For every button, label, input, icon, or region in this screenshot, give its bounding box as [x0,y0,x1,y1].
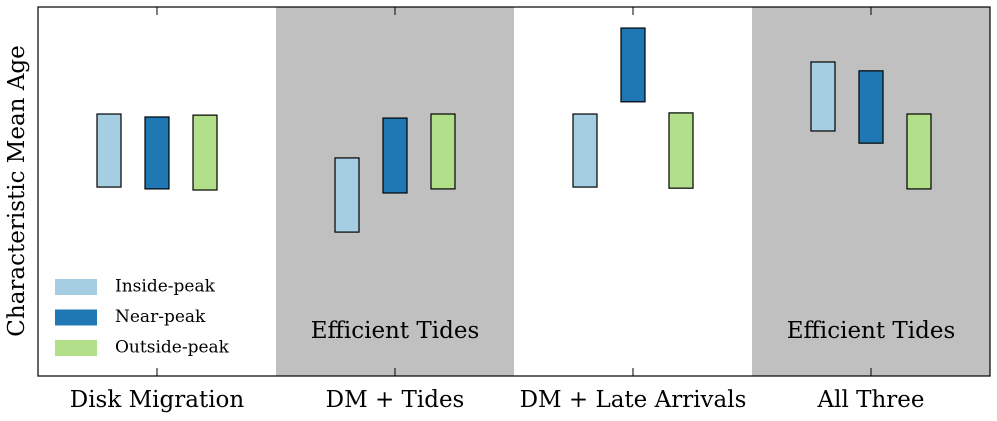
panel-label: Efficient Tides [787,318,956,344]
range-bar [334,157,360,233]
range-bar [572,113,598,188]
backgrounds [276,7,990,376]
x-tick-label: DM + Tides [326,387,465,413]
legend-swatch [55,279,97,295]
legend-swatch [55,340,97,356]
range-bar [430,113,456,190]
range-bar [192,114,218,191]
range-bar [668,112,694,189]
panel-label: Efficient Tides [311,318,480,344]
y-axis-label: Characteristic Mean Age [4,45,30,336]
plot-frame [37,6,991,377]
range-bar [858,70,884,144]
legend-label: Near-peak [115,307,206,327]
x-tick-label: DM + Late Arrivals [520,387,747,413]
range-bar [96,113,122,188]
range-bar [620,27,646,103]
legend-label: Inside-peak [115,277,216,297]
x-tick-label: Disk Migration [70,387,245,413]
shaded-panel [752,7,990,376]
range-bar [810,61,836,132]
legend-label: Outside-peak [115,338,230,358]
x-tick-label: All Three [816,387,924,413]
legend-swatch [55,309,97,326]
range-bar [906,113,932,190]
range-bar [144,116,170,190]
range-bar [382,117,408,194]
